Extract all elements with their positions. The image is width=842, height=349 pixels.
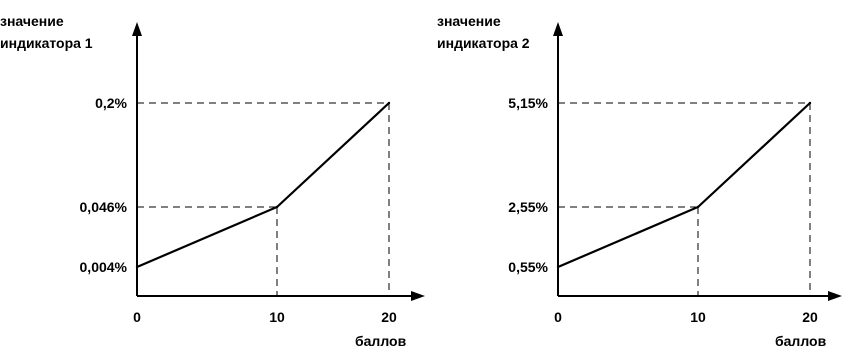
data-point	[696, 205, 700, 209]
y-tick-label: 0,2%	[95, 95, 127, 111]
y-axis-arrow	[553, 22, 563, 36]
series-line	[136, 102, 390, 269]
x-tick-label: 20	[802, 309, 818, 325]
y-axis-title-line: индикатора 1	[0, 35, 93, 51]
x-axis-arrow	[828, 291, 842, 301]
series-line	[557, 102, 811, 269]
x-axis-arrow	[411, 291, 425, 301]
y-tick-label: 5,15%	[508, 95, 548, 111]
data-point	[808, 101, 812, 105]
y-axis-title-line: значение	[0, 13, 64, 29]
y-axis-arrow	[132, 22, 142, 36]
x-tick-label: 0	[133, 309, 141, 325]
y-tick-label: 0,004%	[80, 259, 128, 275]
chart-indicator-2: 0,55% 2,55% 5,15% 0 10 20 значение индикатора 2…	[437, 13, 842, 349]
y-axis-title-line: значение	[437, 13, 501, 29]
x-tick-label: 10	[690, 309, 706, 325]
x-axis-title: баллов	[355, 333, 407, 349]
x-tick-label: 10	[269, 309, 285, 325]
y-axis-title-line: индикатора 2	[437, 35, 530, 51]
data-point	[135, 265, 139, 269]
y-tick-label: 2,55%	[508, 199, 548, 215]
x-tick-label: 20	[381, 309, 397, 325]
x-tick-label: 0	[554, 309, 562, 325]
data-point	[556, 265, 560, 269]
data-point	[387, 101, 391, 105]
x-axis-title: баллов	[775, 333, 827, 349]
data-point	[275, 205, 279, 209]
y-tick-label: 0,046%	[80, 199, 128, 215]
y-tick-label: 0,55%	[508, 259, 548, 275]
chart-indicator-1: 0,004% 0,046% 0,2% 0 10 20 значение индикатора …	[0, 13, 425, 349]
